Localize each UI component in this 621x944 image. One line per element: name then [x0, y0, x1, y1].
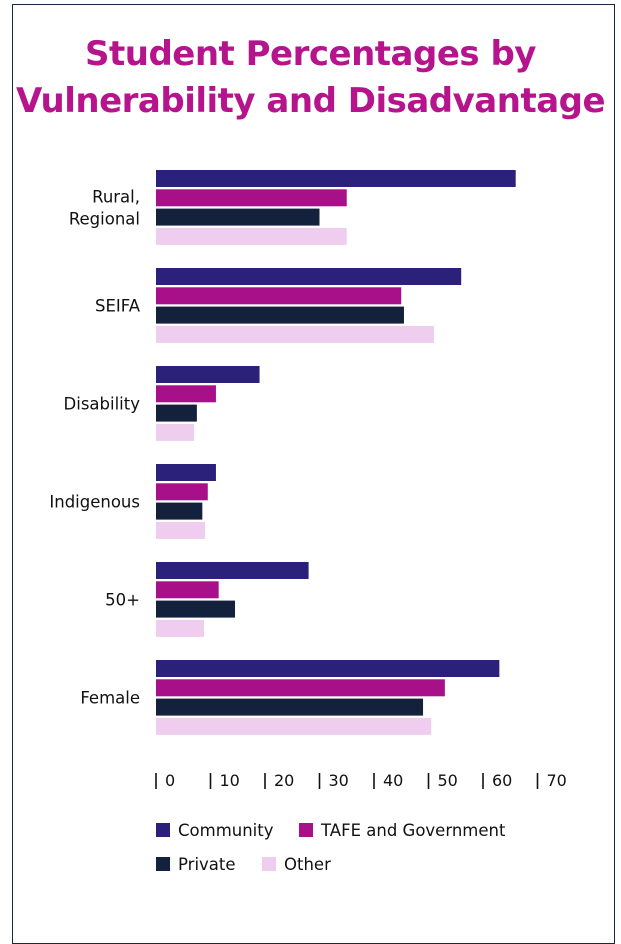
- bar-community-4: [156, 562, 309, 579]
- category-label-5-0: Female: [80, 688, 140, 707]
- x-tick-label-3: 30: [329, 771, 349, 790]
- legend-label-3: Other: [284, 855, 331, 874]
- bar-other-5: [156, 717, 432, 735]
- legend-swatch-1: [299, 823, 313, 837]
- bar-private-3: [156, 502, 203, 520]
- x-tick-label-0: 0: [165, 771, 175, 790]
- legend-swatch-0: [156, 823, 170, 837]
- legend-label-1: TAFE and Government: [320, 821, 506, 840]
- bar-other-4: [156, 619, 204, 637]
- bar-tafe-and-government-2: [156, 385, 216, 403]
- bar-other-1: [156, 325, 434, 343]
- x-tick-label-7: 70: [547, 771, 567, 790]
- x-tick-label-4: 40: [383, 771, 403, 790]
- x-tick-label-6: 60: [492, 771, 512, 790]
- legend-label-0: Community: [178, 821, 274, 840]
- bar-private-5: [156, 698, 424, 716]
- chart-title: Student Percentages by Vulnerability and…: [0, 31, 621, 125]
- category-label-4-0: 50+: [105, 590, 140, 609]
- bar-community-3: [156, 464, 216, 481]
- bar-community-5: [156, 660, 500, 677]
- bar-tafe-and-government-4: [156, 581, 219, 599]
- category-label-3-0: Indigenous: [49, 492, 140, 511]
- bar-private-1: [156, 306, 404, 324]
- category-label-2-0: Disability: [64, 394, 141, 413]
- bar-tafe-and-government-5: [156, 679, 445, 697]
- bar-other-0: [156, 227, 347, 245]
- bar-tafe-and-government-3: [156, 483, 208, 501]
- bar-tafe-and-government-1: [156, 287, 402, 305]
- legend-swatch-2: [156, 857, 170, 871]
- legend-swatch-3: [262, 857, 276, 871]
- bar-chart: Rural, Regional SEIFA Disability Indigenous 5…: [49, 170, 567, 874]
- x-tick-label-5: 50: [438, 771, 458, 790]
- bar-community-1: [156, 268, 462, 285]
- chart-title-line-1: Student Percentages by: [85, 34, 536, 74]
- bar-community-2: [156, 366, 260, 383]
- legend-label-2: Private: [178, 855, 236, 874]
- bar-community-0: [156, 170, 516, 187]
- category-label-1-0: SEIFA: [95, 296, 141, 315]
- chart-frame: [12, 4, 615, 944]
- bar-private-2: [156, 404, 197, 422]
- category-label-0-1: Regional: [69, 209, 140, 228]
- bar-tafe-and-government-0: [156, 189, 347, 207]
- bar-other-3: [156, 521, 206, 539]
- category-label-0-0: Rural,: [92, 187, 140, 206]
- chart-title-line-2: Vulnerability and Disadvantage: [15, 81, 606, 121]
- bar-private-4: [156, 600, 236, 618]
- x-tick-label-1: 10: [220, 771, 240, 790]
- bar-other-2: [156, 423, 195, 441]
- x-tick-label-2: 20: [274, 771, 294, 790]
- bar-private-0: [156, 208, 320, 226]
